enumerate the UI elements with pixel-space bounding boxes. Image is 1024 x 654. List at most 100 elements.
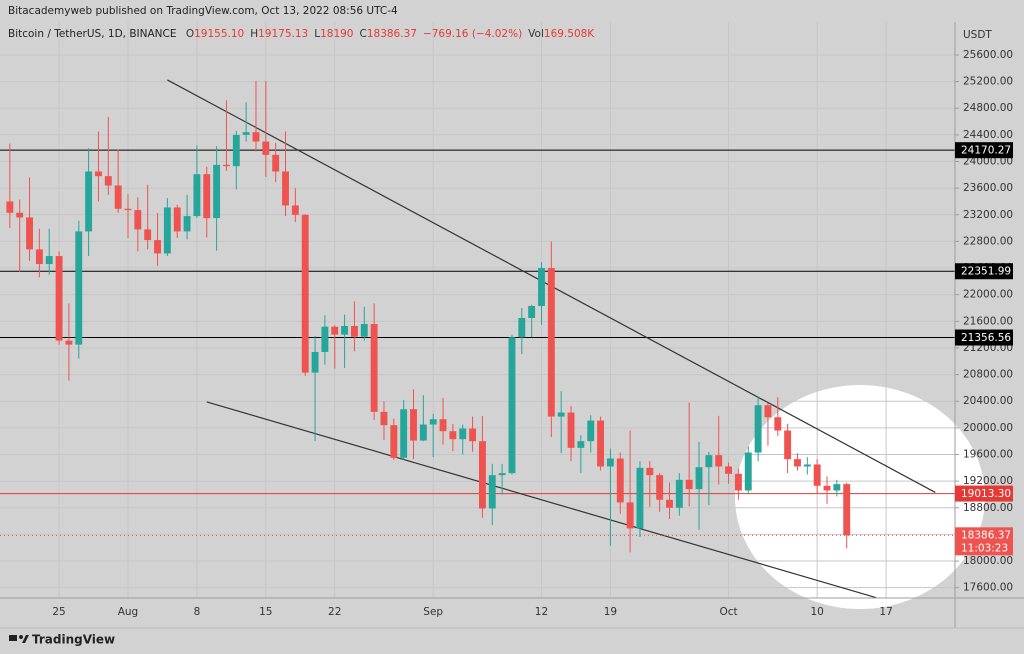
candle-body	[380, 411, 388, 426]
candle-body	[301, 214, 309, 373]
level-tag	[955, 485, 1013, 502]
y-tick-label: 20800.00	[963, 369, 1013, 381]
legend-item: Vol169.508K	[528, 28, 594, 40]
candle-body	[469, 428, 477, 442]
candle-body	[242, 132, 250, 135]
candle-body	[843, 484, 851, 536]
candle-body	[538, 268, 545, 307]
y-tick-label: 24000.00	[963, 156, 1013, 168]
candle-body	[528, 306, 536, 318]
candle-body	[744, 452, 752, 491]
y-tick-label: 25600.00	[963, 49, 1013, 61]
candle-body	[498, 473, 506, 476]
candle-body	[764, 405, 772, 418]
candle-body	[410, 409, 417, 441]
y-tick-label: 21600.00	[963, 315, 1013, 327]
currency-label: USDT	[963, 29, 992, 41]
x-tick-label: 22	[328, 606, 341, 618]
legend-value: 18386.37	[366, 28, 417, 40]
candle-body	[193, 174, 201, 217]
candle-body	[754, 405, 762, 453]
candle-body	[774, 417, 782, 431]
legend-key: L	[314, 28, 321, 40]
candle-body	[518, 317, 526, 338]
candle-body	[459, 428, 467, 440]
y-tick-label: 25200.00	[963, 76, 1013, 88]
candle-body	[557, 412, 565, 417]
y-tick-label: 24800.00	[963, 102, 1013, 114]
legend-item: H19175.13	[250, 28, 308, 40]
candle-body	[183, 216, 191, 232]
level-tag-label: 24170.27	[961, 145, 1011, 157]
legend-item: O19155.10	[186, 28, 244, 40]
legend-item: −769.16 (−4.02%)	[423, 28, 522, 40]
last-price-label: 18386.37	[961, 529, 1011, 541]
x-tick-label: 19	[604, 606, 617, 618]
y-tick-label: 17600.00	[963, 582, 1013, 594]
candle-body	[321, 326, 329, 352]
candle-body	[282, 171, 289, 206]
candle-body	[35, 249, 43, 265]
candle-body	[390, 425, 398, 458]
candle-body	[439, 419, 447, 432]
legend-item: C18386.37	[359, 28, 416, 40]
candle-body	[400, 409, 408, 458]
legend-key: H	[250, 28, 259, 40]
x-tick-label: Sep	[423, 606, 443, 618]
candle-body	[429, 419, 437, 425]
candle-body	[666, 499, 673, 508]
tradingview-logo	[9, 635, 29, 643]
y-tick-label: 23200.00	[963, 209, 1013, 221]
candle-body	[705, 455, 713, 468]
candle-body	[104, 176, 112, 186]
candle-body	[360, 323, 368, 337]
candle-body	[272, 154, 280, 172]
legend-value: 19175.13	[258, 28, 309, 40]
level-tag-label: 21356.56	[961, 332, 1011, 344]
y-tick-label: 20400.00	[963, 395, 1013, 407]
candle-body	[222, 164, 230, 167]
candle-body	[567, 412, 575, 448]
candle-body	[370, 323, 378, 412]
candle-body	[695, 467, 703, 490]
candle-body	[232, 134, 240, 167]
candle-body	[419, 424, 427, 441]
countdown: 11:03:23	[961, 542, 1008, 554]
y-tick-label: 18000.00	[963, 555, 1013, 567]
candle-body	[577, 441, 585, 448]
legend-key: Vol	[528, 28, 544, 40]
x-tick-label: 10	[810, 606, 823, 618]
candle-body	[154, 240, 161, 254]
y-tick-label: 23600.00	[963, 182, 1013, 194]
candle-body	[813, 464, 821, 486]
legend-key: O	[185, 28, 195, 40]
candle-body	[715, 455, 723, 467]
candle-body	[163, 207, 171, 254]
x-tick-label: Oct	[719, 606, 737, 618]
candle-body	[656, 475, 664, 500]
legend-key: C	[359, 28, 367, 40]
candle-body	[616, 458, 624, 503]
candle-body	[508, 337, 516, 474]
x-tick-label: 8	[194, 606, 201, 618]
candle-body	[784, 430, 792, 460]
level-tag	[955, 142, 1013, 159]
candle-body	[144, 229, 152, 241]
candle-body	[75, 231, 83, 345]
candle-body	[55, 256, 63, 341]
highlight-circle	[735, 385, 985, 609]
symbol-legend: Bitcoin / TetherUS, 1D, BINANCE O19155.1…	[8, 28, 600, 40]
level-tag-label: 22351.99	[961, 266, 1011, 278]
candle-body	[213, 164, 221, 219]
x-tick-label: Aug	[118, 606, 139, 618]
legend-value: 18190	[320, 28, 354, 40]
x-tick-label: 17	[879, 606, 892, 618]
trendline	[206, 401, 877, 598]
candle-body	[173, 207, 181, 232]
candle-body	[725, 466, 733, 474]
candle-body	[823, 485, 831, 491]
symbol: Bitcoin / TetherUS, 1D, BINANCE	[8, 28, 177, 40]
candle-body	[311, 351, 319, 373]
publisher-line: Bitacademyweb published on TradingView.c…	[8, 5, 398, 17]
